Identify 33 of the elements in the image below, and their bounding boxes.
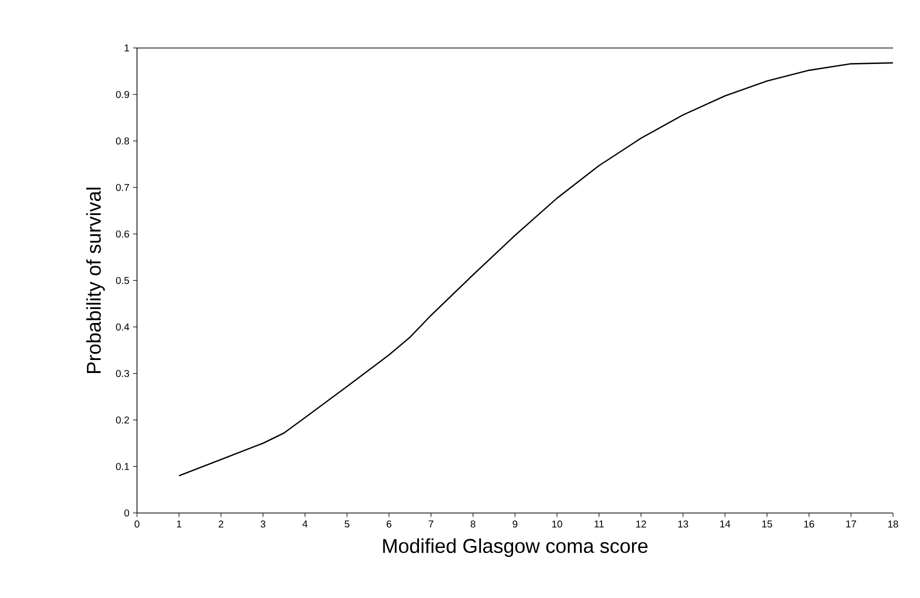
y-tick-label: 0 — [124, 509, 130, 517]
x-tick-label: 6 — [386, 520, 392, 528]
x-tick-label: 5 — [344, 520, 350, 528]
x-tick-label: 0 — [134, 520, 140, 528]
x-axis-title: Modified Glasgow coma score — [383, 538, 648, 557]
x-tick-label: 12 — [636, 520, 646, 528]
x-tick-label: 17 — [846, 520, 856, 528]
x-tick-label: 1 — [177, 520, 182, 528]
y-axis-title: Probability of survival — [86, 188, 105, 373]
x-tick-label: 13 — [678, 520, 688, 528]
x-tick-label: 10 — [552, 520, 562, 528]
x-tick-label: 9 — [512, 520, 518, 528]
y-tick-label: 0.3 — [116, 370, 130, 378]
x-tick-label: 11 — [594, 520, 604, 528]
x-tick-label: 2 — [218, 520, 224, 528]
x-tick-label: 18 — [888, 520, 898, 528]
y-tick-label: 0.1 — [116, 462, 130, 470]
y-tick-label: 0.4 — [116, 323, 130, 331]
x-tick-label: 15 — [762, 520, 772, 528]
x-tick-label: 16 — [804, 520, 814, 528]
y-tick-label: 0.7 — [116, 184, 129, 192]
y-tick-label: 0.9 — [116, 90, 130, 98]
x-tick-label: 14 — [720, 520, 730, 528]
y-tick-label: 0.2 — [116, 416, 129, 424]
x-tick-label: 3 — [260, 520, 266, 528]
line-series — [178, 62, 894, 476]
y-tick-label: 0.8 — [116, 137, 130, 145]
y-tick-label: 0.6 — [116, 230, 130, 238]
y-tick-label: 0.5 — [116, 276, 130, 284]
x-tick-label: 4 — [302, 520, 308, 528]
x-tick-label: 8 — [470, 520, 476, 528]
y-tick-label: 1 — [124, 44, 130, 52]
x-tick-label: 7 — [428, 520, 434, 528]
